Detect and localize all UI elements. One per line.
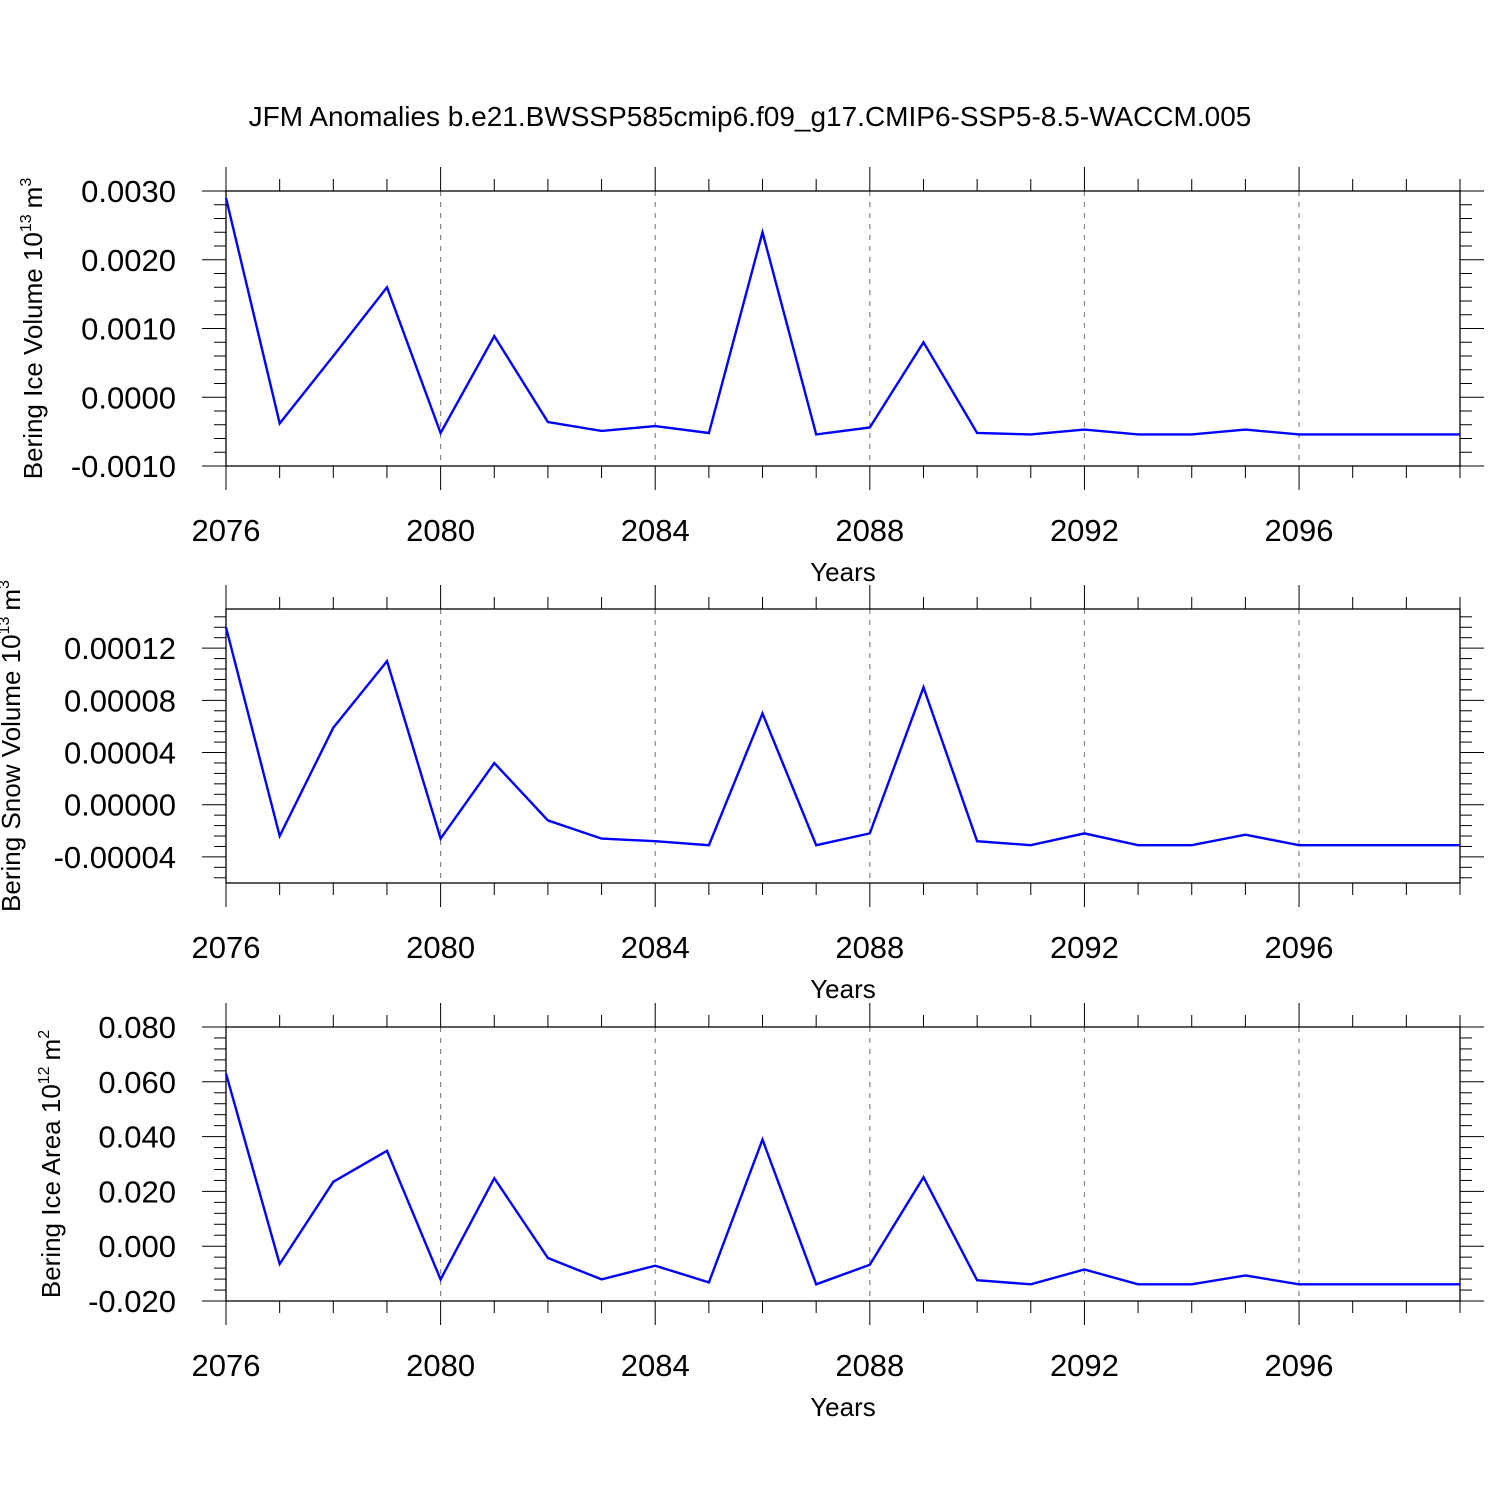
y-axis-label-unit: m [0, 589, 26, 611]
series-line [224, 1073, 1460, 1286]
y-axis-label-main: Bering Snow Volume 10 [0, 634, 26, 912]
x-tick-label: 2092 [1050, 513, 1119, 548]
x-tick-label: 2092 [1050, 1348, 1119, 1383]
y-tick-label: 0.000 [98, 1229, 176, 1264]
y-axis-label-main: Bering Ice Area 10 [36, 1084, 66, 1298]
x-tick-label: 2096 [1265, 1348, 1334, 1383]
chart-panel-3: -0.020 0.000 0.020 0.040 0.060 0.080 2076 2080 2… [36, 1003, 1484, 1422]
plot-frame [225, 1026, 1461, 1302]
x-tick-label: 2096 [1265, 930, 1334, 965]
x-tick-label: 2076 [192, 513, 261, 548]
chart-title: JFM Anomalies b.e21.BWSSP585cmip6.f09_g1… [249, 101, 1252, 132]
y-axis-label-exponent: 13 [0, 617, 13, 635]
x-tick-label: 2084 [621, 513, 690, 548]
y-tick-label: 0.0010 [81, 312, 176, 347]
x-axis-label: Years [810, 1392, 876, 1422]
y-axis-label-unit-exponent: 2 [36, 1030, 53, 1039]
x-tick-label: 2088 [835, 513, 904, 548]
y-axis-label-unit: m [18, 187, 48, 209]
y-axis-label: Bering Snow Volume 1013 m3 [0, 580, 26, 912]
x-tick-label: 2096 [1265, 513, 1334, 548]
y-tick-label: 0.00008 [64, 683, 176, 718]
plot-frame [225, 608, 1461, 884]
x-axis-label: Years [810, 557, 876, 587]
y-tick-label: 0.00000 [64, 788, 176, 823]
y-axis-label-unit: m [36, 1039, 66, 1061]
y-axis-label-exponent: 12 [36, 1066, 53, 1084]
y-tick-label: 0.0030 [81, 174, 176, 209]
y-axis-label-unit-exponent: 3 [0, 580, 13, 589]
y-tick-label: -0.0010 [71, 449, 176, 484]
plot-frame [225, 190, 1461, 467]
x-tick-label: 2076 [192, 1348, 261, 1383]
x-tick-label: 2084 [621, 1348, 690, 1383]
x-tick-label: 2080 [406, 513, 475, 548]
y-tick-label: 0.080 [98, 1010, 176, 1045]
x-tick-label: 2080 [406, 930, 475, 965]
series-line [224, 197, 1460, 436]
y-tick-label: 0.00004 [64, 736, 176, 771]
y-axis-label-exponent: 13 [18, 214, 35, 232]
y-tick-label: 0.060 [98, 1065, 176, 1100]
y-tick-label: 0.0000 [81, 380, 176, 415]
y-axis-label-main: Bering Ice Volume 10 [18, 232, 48, 479]
x-tick-label: 2076 [192, 930, 261, 965]
y-tick-label: 0.00012 [64, 631, 176, 666]
y-axis-label: Bering Ice Volume 1013 m3 [18, 178, 48, 480]
x-tick-label: 2080 [406, 1348, 475, 1383]
x-tick-label: 2084 [621, 930, 690, 965]
y-tick-label: 0.040 [98, 1120, 176, 1155]
x-tick-label: 2088 [835, 1348, 904, 1383]
y-tick-label: -0.00004 [54, 840, 176, 875]
chart-panel-1: -0.0010 0.0000 0.0010 0.0020 0.0030 2076 2080 2… [18, 167, 1484, 587]
x-tick-label: 2092 [1050, 930, 1119, 965]
x-axis-label: Years [810, 974, 876, 1004]
y-tick-label: 0.020 [98, 1174, 176, 1209]
y-axis-label: Bering Ice Area 1012 m2 [36, 1030, 66, 1298]
y-tick-label: -0.020 [88, 1284, 176, 1319]
chart-panel-2: -0.00004 0.00000 0.00004 0.00008 0.00012 2076… [0, 580, 1484, 1004]
x-tick-label: 2088 [835, 930, 904, 965]
series-line [224, 627, 1460, 847]
y-tick-label: 0.0020 [81, 243, 176, 278]
y-axis-label-unit-exponent: 3 [18, 178, 35, 187]
